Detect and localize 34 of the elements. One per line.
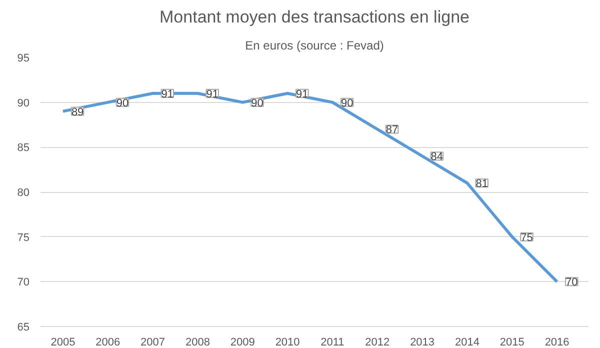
y-tick-label: 75 <box>17 232 30 244</box>
x-tick-label: 2011 <box>320 336 344 348</box>
x-tick-label: 2016 <box>544 336 570 348</box>
x-tick-label: 2014 <box>454 336 480 348</box>
data-label: 75 <box>520 232 533 244</box>
data-label: 91 <box>161 88 174 100</box>
y-tick-label: 85 <box>17 142 30 154</box>
data-label: 70 <box>566 276 578 289</box>
x-tick-label: 2009 <box>230 336 255 348</box>
data-label: 84 <box>430 151 444 164</box>
x-tick-label: 2008 <box>185 336 210 348</box>
y-tick-label: 80 <box>17 187 30 199</box>
x-tick-label: 2007 <box>140 336 166 348</box>
line-series <box>61 92 559 284</box>
chart-subtitle: En euros (source : Fevad) <box>245 38 384 52</box>
y-tick-label: 95 <box>17 52 30 64</box>
x-tick-label: 2010 <box>275 336 300 348</box>
data-label: 89 <box>71 106 84 118</box>
data-label: 91 <box>296 88 308 100</box>
y-tick-label: 90 <box>17 97 30 110</box>
data-label: 90 <box>340 97 354 110</box>
data-label: 81 <box>476 178 488 190</box>
x-tick-label: 2006 <box>96 336 120 348</box>
data-label: 91 <box>206 88 218 100</box>
data-label: 90 <box>251 97 264 110</box>
data-label: 90 <box>116 97 129 110</box>
x-tick-label: 2013 <box>410 336 435 348</box>
y-tick-label: 65 <box>17 322 30 334</box>
data-label: 87 <box>386 124 398 136</box>
x-tick-label: 2005 <box>50 336 76 348</box>
y-tick-label: 70 <box>17 276 30 289</box>
x-tick-label: 2012 <box>365 336 390 348</box>
chart-title: Montant moyen des transactions en ligne <box>160 8 470 26</box>
x-tick-label: 2015 <box>500 336 524 348</box>
